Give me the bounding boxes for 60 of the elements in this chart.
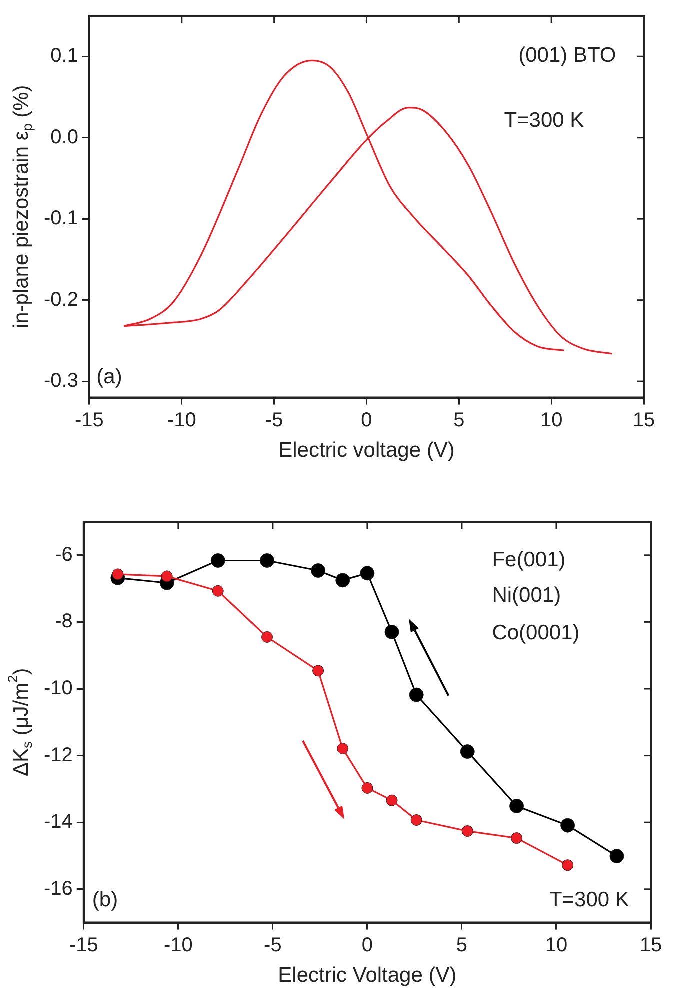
- point: [560, 818, 576, 833]
- point: [360, 566, 375, 581]
- point: [312, 665, 324, 677]
- x-tick-label: 5: [454, 409, 465, 432]
- y-axis-title: ΔKs (μJ/m2): [5, 668, 36, 776]
- annotation: T=300 K: [549, 888, 630, 912]
- point: [112, 568, 124, 580]
- y-tick-label: -16: [44, 878, 73, 900]
- point: [386, 794, 398, 806]
- x-tick-label: 5: [456, 934, 468, 956]
- y-tick-label: -14: [44, 811, 73, 834]
- annotation: Ni(001): [492, 584, 562, 607]
- x-tick-label: 0: [361, 409, 372, 432]
- annotation: (b): [92, 888, 118, 912]
- point: [462, 826, 474, 838]
- y-tick-label: -8: [55, 610, 73, 633]
- point: [210, 553, 226, 568]
- y-tick-label: -6: [55, 544, 73, 566]
- x-tick-label: 15: [632, 409, 656, 432]
- annotation: (a): [96, 365, 122, 388]
- point: [384, 624, 400, 640]
- point: [336, 573, 350, 588]
- y-tick-label: 0.0: [50, 126, 78, 148]
- annotation: T=300 K: [504, 109, 584, 132]
- point: [311, 564, 326, 578]
- y-tick-label: -0.2: [44, 288, 78, 311]
- annotation: (001) BTO: [518, 44, 616, 67]
- y-tick-label: -0.1: [44, 208, 78, 230]
- x-tick-label: -5: [265, 409, 284, 432]
- x-tick-label: -10: [164, 934, 193, 956]
- point: [410, 814, 422, 826]
- point: [260, 553, 275, 568]
- x-tick-label: 10: [540, 409, 563, 432]
- point: [409, 688, 424, 702]
- point: [610, 849, 624, 864]
- point: [510, 798, 524, 814]
- point: [562, 860, 574, 872]
- point: [460, 744, 475, 760]
- x-axis-title: Electric voltage (V): [278, 439, 455, 462]
- point: [362, 782, 374, 794]
- y-tick-label: -10: [44, 678, 73, 700]
- x-tick-label: 15: [640, 934, 662, 956]
- x-axis-title: Electric Voltage (V): [278, 964, 457, 988]
- annotation: Co(0001): [492, 622, 580, 645]
- x-tick-label: 10: [545, 934, 568, 956]
- x-tick-label: -10: [167, 409, 196, 432]
- x-tick-label: 0: [362, 934, 374, 956]
- point: [212, 585, 224, 597]
- y-tick-label: 0.1: [50, 45, 78, 68]
- x-tick-label: -15: [75, 409, 104, 432]
- point: [337, 743, 349, 755]
- y-axis-title: in-plane piezostrain εp (%): [10, 85, 36, 329]
- x-tick-label: -5: [264, 934, 282, 956]
- point: [262, 631, 274, 643]
- y-tick-label: -12: [44, 744, 73, 766]
- annotation: Fe(001): [492, 548, 566, 572]
- y-tick-label: -0.3: [44, 370, 78, 392]
- point: [511, 832, 523, 844]
- x-tick-label: -15: [69, 934, 98, 956]
- point: [161, 570, 173, 582]
